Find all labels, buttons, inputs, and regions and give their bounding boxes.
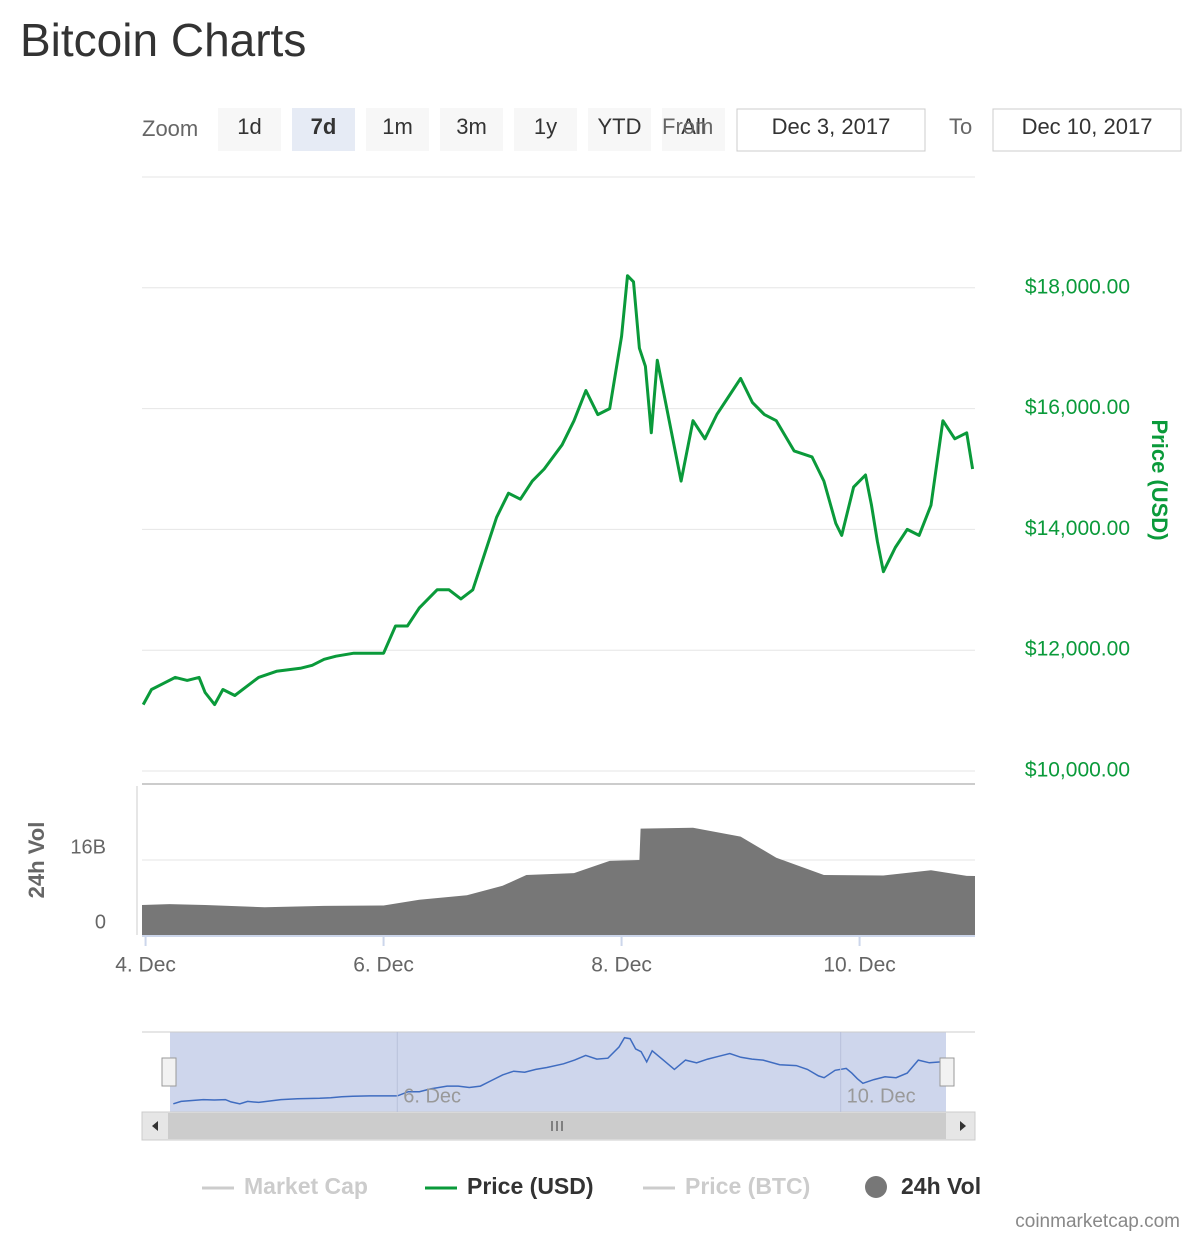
y2-tick-label: 0 (95, 911, 106, 933)
y-axis-title: Price (USD) (1147, 419, 1172, 540)
page-title: Bitcoin Charts (20, 14, 306, 66)
to-date[interactable]: Dec 10, 2017 (1022, 114, 1153, 139)
x-tick-label: 6. Dec (353, 954, 414, 977)
x-tick-label: 4. Dec (115, 954, 176, 977)
y2-tick-label: 16B (70, 836, 106, 858)
zoom-button[interactable] (662, 108, 725, 151)
scrollbar-grip (551, 1121, 563, 1131)
y-tick-label: $12,000.00 (1025, 638, 1130, 661)
price-line (141, 274, 975, 707)
legend-label[interactable]: Price (USD) (467, 1173, 594, 1199)
scroll-right-arrow[interactable] (960, 1121, 966, 1131)
y-tick-label: $18,000.00 (1025, 275, 1130, 298)
y-tick-label: $16,000.00 (1025, 396, 1130, 419)
zoom-button-label[interactable]: All (681, 114, 705, 139)
y-tick-label: $14,000.00 (1025, 517, 1130, 540)
x-tick-label: 10. Dec (823, 954, 895, 977)
legend-label[interactable]: Price (BTC) (685, 1173, 810, 1199)
y-tick-label: $10,000.00 (1025, 759, 1130, 782)
x-tick-label: 8. Dec (591, 954, 652, 977)
zoom-button[interactable] (440, 108, 503, 151)
navigator-tick-label: 6. Dec (403, 1085, 461, 1107)
zoom-button-label[interactable]: 1y (534, 114, 557, 139)
y2-axis-title: 24h Vol (24, 822, 49, 899)
credit[interactable]: coinmarketcap.com (1015, 1211, 1180, 1232)
zoom-label: Zoom (142, 116, 198, 141)
zoom-button[interactable] (366, 108, 429, 151)
from-label: From (662, 114, 713, 139)
from-input[interactable] (736, 108, 926, 152)
zoom-button-label[interactable]: 7d (311, 114, 337, 139)
scroll-left-arrow[interactable] (152, 1121, 158, 1131)
legend-label[interactable]: Market Cap (244, 1173, 368, 1199)
navigator-tick-label: 10. Dec (847, 1085, 916, 1107)
to-input[interactable] (992, 108, 1182, 152)
zoom-button[interactable] (292, 108, 355, 151)
zoom-button-label[interactable]: 3m (456, 114, 487, 139)
zoom-button-label[interactable]: 1m (382, 114, 413, 139)
from-date[interactable]: Dec 3, 2017 (772, 114, 891, 139)
navigator-handle-right[interactable] (939, 1057, 955, 1087)
zoom-button[interactable] (588, 108, 651, 151)
legend-label[interactable]: 24h Vol (901, 1173, 981, 1199)
zoom-button[interactable] (514, 108, 577, 151)
legend-symbol[interactable] (865, 1176, 887, 1198)
volume-area (142, 827, 975, 935)
zoom-button-label[interactable]: 1d (237, 114, 261, 139)
to-label: To (949, 114, 972, 139)
navigator-line (173, 1036, 947, 1105)
zoom-button-label[interactable]: YTD (598, 114, 642, 139)
zoom-button[interactable] (218, 108, 281, 151)
navigator-handle-left[interactable] (161, 1057, 177, 1087)
